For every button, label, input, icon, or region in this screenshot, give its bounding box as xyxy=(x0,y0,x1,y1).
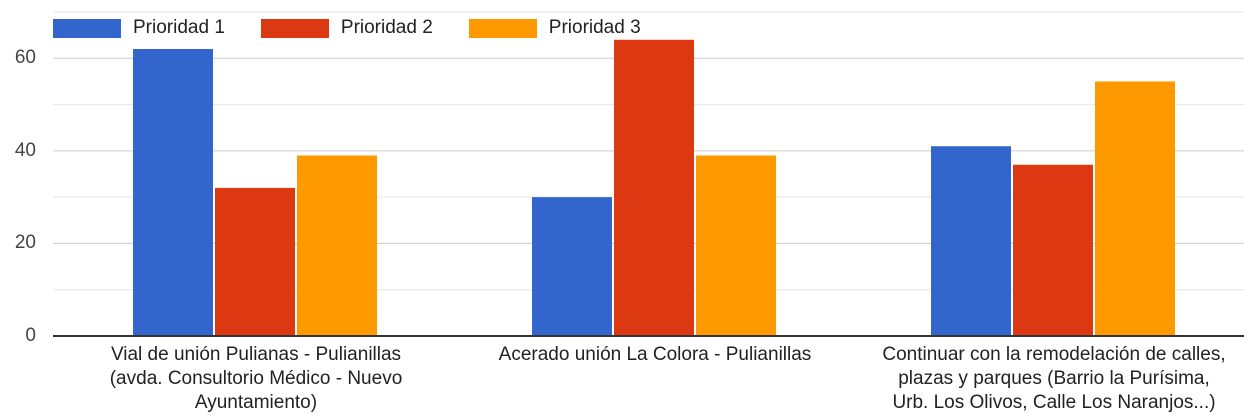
bar-prioridad-3-cat-1 xyxy=(297,155,377,336)
bar-prioridad-3-cat-3 xyxy=(1095,81,1175,336)
bar-prioridad-1-cat-2 xyxy=(532,197,612,336)
legend: Prioridad 1 Prioridad 2 Prioridad 3 xyxy=(53,17,677,39)
y-tick-label: 60 xyxy=(14,47,36,69)
x-category-label-1: Vial de unión Pulianas - Pulianillas (avd… xyxy=(56,343,456,415)
legend-item-prioridad-1: Prioridad 1 xyxy=(53,17,225,39)
bar-prioridad-3-cat-2 xyxy=(696,155,776,336)
bar-prioridad-2-cat-3 xyxy=(1013,164,1093,336)
legend-swatch-prioridad-2 xyxy=(260,18,329,38)
x-category-label-line: plazas y parques (Barrio la Purísima, xyxy=(898,368,1210,389)
bars xyxy=(133,39,1175,337)
x-category-label-3: Continuar con la remodelación de calles,… xyxy=(854,343,1244,415)
legend-swatch-prioridad-3 xyxy=(468,18,537,38)
x-category-label-line: (avda. Consultorio Médico - Nuevo xyxy=(109,368,403,389)
bar-prioridad-2-cat-2 xyxy=(614,39,694,337)
x-category-label-line: Continuar con la remodelación de calles, xyxy=(882,344,1226,365)
y-tick-label: 20 xyxy=(14,232,36,254)
legend-item-prioridad-3: Prioridad 3 xyxy=(468,17,641,39)
legend-swatch-prioridad-1 xyxy=(53,18,121,38)
y-tick-label: 40 xyxy=(14,139,36,161)
legend-item-prioridad-2: Prioridad 2 xyxy=(260,17,433,39)
y-tick-label: 0 xyxy=(25,325,36,346)
bar-prioridad-1-cat-1 xyxy=(133,49,213,337)
x-category-label-line: Vial de unión Pulianas - Pulianillas xyxy=(110,344,402,365)
legend-label-prioridad-2: Prioridad 2 xyxy=(340,17,433,38)
x-category-label-2: Acerado unión La Colora - Pulianillas xyxy=(455,343,855,367)
legend-label-prioridad-1: Prioridad 1 xyxy=(133,17,225,38)
bar-prioridad-2-cat-1 xyxy=(215,187,295,336)
bar-prioridad-1-cat-3 xyxy=(931,146,1011,336)
x-category-label-line: Urb. Los Olivos, Calle Los Naranjos...) xyxy=(892,392,1216,413)
x-category-label-line: Acerado unión La Colora - Pulianillas xyxy=(498,344,812,365)
x-category-label-line: Ayuntamiento) xyxy=(194,392,318,413)
legend-label-prioridad-3: Prioridad 3 xyxy=(548,17,641,38)
